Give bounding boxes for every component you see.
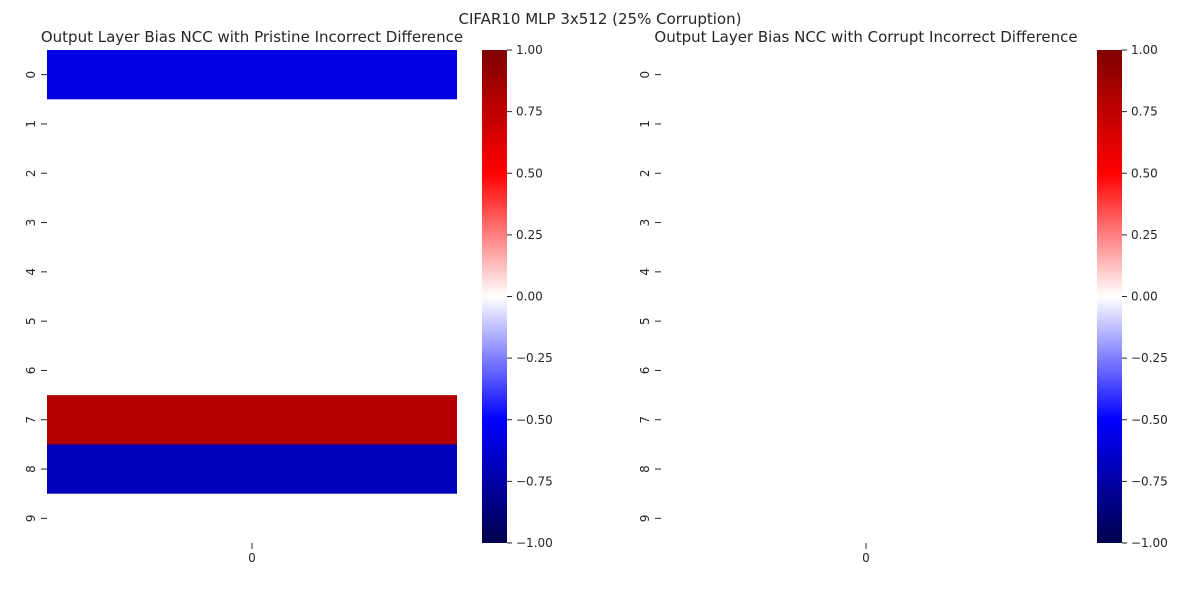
colorbar-tick-label: 0.25 [516, 228, 543, 242]
x-tick-label: 0 [248, 551, 256, 565]
heatmap-cell [47, 197, 457, 248]
y-tick-label: 9 [638, 515, 652, 523]
colorbar-tick-label: −0.25 [1131, 351, 1168, 365]
heatmap-cell [47, 148, 457, 199]
figure-suptitle: CIFAR10 MLP 3x512 (25% Corruption) [459, 10, 742, 28]
y-tick-label: 8 [638, 465, 652, 473]
y-tick-label: 5 [638, 317, 652, 325]
y-tick-label: 7 [24, 416, 38, 424]
colorbar-gradient [1097, 50, 1122, 543]
colorbar-tick-label: 0.75 [516, 105, 543, 119]
colorbar-tick-label: 0.50 [516, 166, 543, 180]
y-tick-label: 3 [638, 219, 652, 227]
y-axis: 0 1 2 3 4 5 6 7 8 9 [24, 71, 47, 522]
colorbar-tick-label: 0.25 [1131, 228, 1158, 242]
y-tick-label: 4 [638, 268, 652, 276]
heatmap-cell [47, 444, 457, 494]
colorbar-tick-label: −0.75 [516, 474, 553, 488]
heatmap-cell [661, 148, 1071, 199]
heatmap-cell [661, 99, 1071, 149]
panel-title: Output Layer Bias NCC with Corrupt Incor… [654, 28, 1077, 46]
colorbar-tick-label: 0.75 [1131, 105, 1158, 119]
colorbar-tick-label: 0.00 [1131, 290, 1158, 304]
colorbar-tick-label: −0.50 [516, 413, 553, 427]
heatmap-panel-corrupt: Output Layer Bias NCC with Corrupt Incor… [638, 28, 1168, 565]
y-tick-label: 0 [638, 71, 652, 79]
y-tick-label: 5 [24, 317, 38, 325]
heatmap-cell [661, 296, 1071, 347]
heatmap-cell [47, 345, 457, 396]
y-tick-label: 2 [638, 169, 652, 177]
heatmap-cell [661, 444, 1071, 494]
x-tick-label: 0 [862, 551, 870, 565]
heatmap-cell [661, 493, 1071, 544]
y-tick-label: 9 [24, 515, 38, 523]
heatmap-cell [47, 247, 457, 297]
colorbar: 1.00 0.75 0.50 0.25 0.00 −0.25 −0.50 −0.75 −1.00 [482, 43, 553, 550]
heatmap-cell [661, 197, 1071, 248]
y-tick-label: 1 [638, 120, 652, 128]
colorbar-tick-label: 0.00 [516, 290, 543, 304]
colorbar-tick-label: −0.75 [1131, 474, 1168, 488]
heatmap-cell [47, 395, 457, 445]
y-tick-label: 1 [24, 120, 38, 128]
heatmap-cell [661, 247, 1071, 297]
heatmap-cell [661, 345, 1071, 396]
colorbar-tick-label: −0.25 [516, 351, 553, 365]
heatmap-cell [47, 99, 457, 149]
x-axis: 0 [862, 543, 870, 565]
y-tick-label: 7 [638, 416, 652, 424]
panel-title: Output Layer Bias NCC with Pristine Inco… [41, 28, 463, 46]
colorbar-tick-label: −1.00 [1131, 536, 1168, 550]
colorbar-tick-label: 1.00 [1131, 43, 1158, 57]
colorbar-tick-label: 1.00 [516, 43, 543, 57]
heatmap-cell [47, 493, 457, 544]
y-tick-label: 6 [24, 367, 38, 375]
y-tick-label: 3 [24, 219, 38, 227]
y-tick-label: 4 [24, 268, 38, 276]
heatmap-cells [661, 50, 1071, 544]
heatmap-cell [47, 296, 457, 347]
y-tick-label: 2 [24, 169, 38, 177]
heatmap-cell [661, 395, 1071, 445]
colorbar: 1.00 0.75 0.50 0.25 0.00 −0.25 −0.50 −0.75 −1.00 [1097, 43, 1168, 550]
colorbar-gradient [482, 50, 507, 543]
colorbar-tick-label: −1.00 [516, 536, 553, 550]
heatmap-cells [47, 50, 457, 544]
heatmap-cell [661, 50, 1071, 100]
y-tick-label: 8 [24, 465, 38, 473]
x-axis: 0 [248, 543, 256, 565]
colorbar-tick-label: 0.50 [1131, 166, 1158, 180]
heatmap-cell [47, 50, 457, 100]
y-axis: 0 1 2 3 4 5 6 7 8 9 [638, 71, 661, 522]
heatmap-panel-pristine: Output Layer Bias NCC with Pristine Inco… [24, 28, 553, 565]
colorbar-tick-label: −0.50 [1131, 413, 1168, 427]
y-tick-label: 0 [24, 71, 38, 79]
y-tick-label: 6 [638, 367, 652, 375]
